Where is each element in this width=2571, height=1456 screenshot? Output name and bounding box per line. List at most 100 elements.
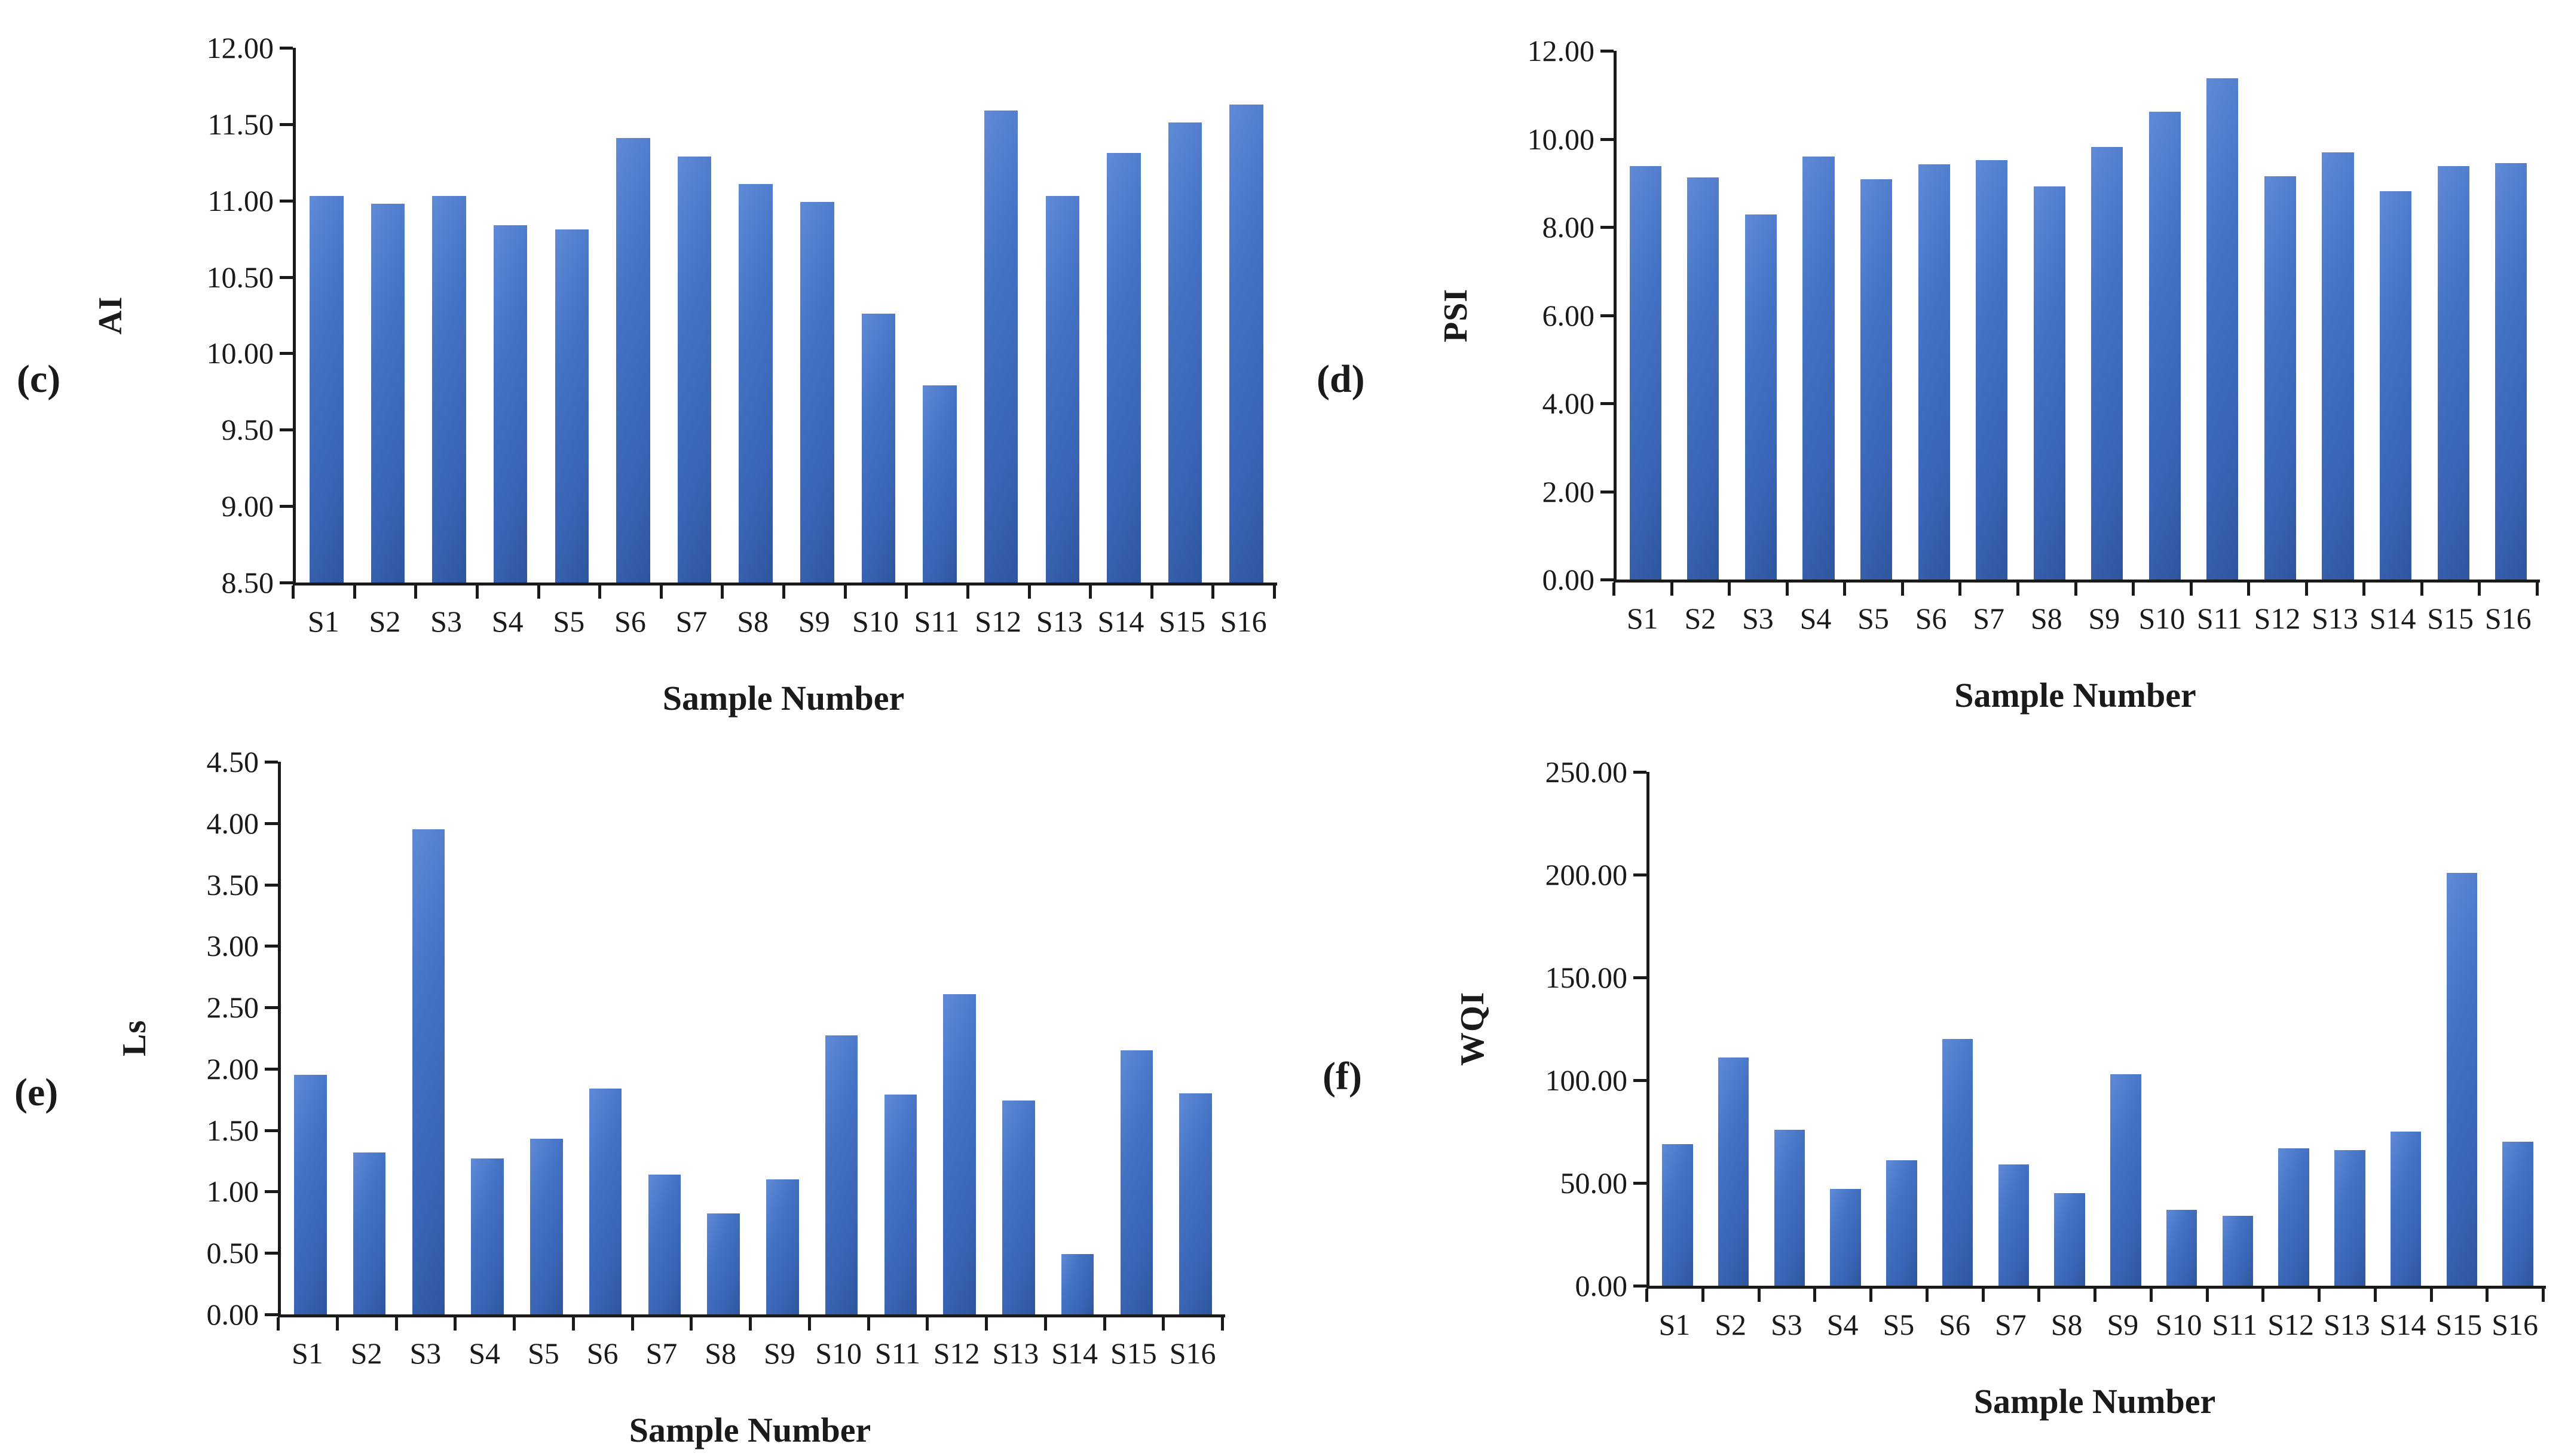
x-tick-label-S3: S3 xyxy=(430,605,462,638)
y-axis-tick xyxy=(280,352,293,355)
x-tick-label-S10: S10 xyxy=(2138,602,2186,635)
bar-S8 xyxy=(2054,1193,2085,1286)
bar-S16 xyxy=(2495,163,2527,580)
y-axis-tick xyxy=(265,945,278,948)
bar-S13 xyxy=(1045,196,1080,583)
y-tick-label: 2.50 xyxy=(206,991,259,1025)
x-axis-title-f: Sample Number xyxy=(1973,1382,2216,1421)
x-axis-tick xyxy=(598,586,602,599)
x-axis-tick xyxy=(659,586,663,599)
x-tick-label-S16: S16 xyxy=(1220,605,1267,638)
bar-S12 xyxy=(2264,176,2297,580)
chart-panel-f-WQI: (f) WQI Sample Number 250.00 200.00 150.00… xyxy=(1286,728,2571,1456)
y-tick-label: 12.00 xyxy=(1527,34,1595,68)
x-axis-tick xyxy=(2304,583,2308,596)
x-axis-tick xyxy=(2362,583,2366,596)
x-tick-label-S12: S12 xyxy=(933,1337,980,1370)
x-tick-label-S3: S3 xyxy=(1742,602,1774,635)
y-axis-tick xyxy=(1633,1079,1646,1082)
y-tick-label: 11.50 xyxy=(207,107,274,141)
x-axis-tick xyxy=(749,1317,752,1331)
bar-S2 xyxy=(353,1152,386,1314)
bar-S14 xyxy=(2390,1132,2422,1286)
y-axis-tick xyxy=(1633,1182,1646,1185)
bar-S15 xyxy=(2437,166,2469,580)
bar-S9 xyxy=(800,202,834,583)
bar-S4 xyxy=(471,1158,504,1314)
bar-S3 xyxy=(432,196,466,583)
bar-S5 xyxy=(1886,1160,1917,1286)
x-tick-label-S13: S13 xyxy=(992,1337,1039,1370)
x-axis-tick xyxy=(966,586,969,599)
x-axis-tick xyxy=(807,1317,811,1331)
x-axis-tick xyxy=(571,1317,575,1331)
panel-label-e: (e) xyxy=(14,1071,59,1114)
x-axis-tick xyxy=(1701,1289,1704,1302)
x-tick-label-S10: S10 xyxy=(2155,1308,2202,1341)
y-tick-label: 4.50 xyxy=(206,745,259,778)
y-tick-label: 12.00 xyxy=(206,31,274,65)
x-tick-label-S9: S9 xyxy=(2088,602,2120,635)
bar-S2 xyxy=(1687,177,1719,580)
bar-S7 xyxy=(1976,160,2008,580)
y-tick-label: 2.00 xyxy=(1542,474,1595,508)
x-axis-tick xyxy=(630,1317,634,1331)
x-axis-tick xyxy=(2261,1289,2265,1302)
x-tick-label-S15: S15 xyxy=(2435,1308,2483,1341)
y-axis-tick xyxy=(265,1067,278,1071)
x-tick-label-S5: S5 xyxy=(1883,1308,1915,1341)
bar-S2 xyxy=(371,203,405,583)
bar-S3 xyxy=(1744,214,1777,580)
y-axis-title-WQI: WQI xyxy=(1454,991,1491,1066)
x-tick-label-S6: S6 xyxy=(1939,1308,1971,1341)
x-axis-tick xyxy=(985,1317,988,1331)
x-axis-tick xyxy=(277,1317,280,1331)
x-tick-label-S4: S4 xyxy=(491,605,524,638)
x-axis-tick xyxy=(690,1317,693,1331)
x-tick-label-S3: S3 xyxy=(409,1337,442,1370)
x-tick-label-S5: S5 xyxy=(553,605,585,638)
y-tick-label: 100.00 xyxy=(1545,1063,1628,1097)
x-tick-label-S7: S7 xyxy=(1973,602,2005,635)
bar-S4 xyxy=(1830,1189,1861,1286)
x-tick-label-S15: S15 xyxy=(1110,1337,1157,1370)
x-axis-tick xyxy=(1273,586,1276,599)
bar-S6 xyxy=(1918,164,1950,580)
y-tick-label: 150.00 xyxy=(1545,961,1628,994)
bar-S16 xyxy=(1179,1093,1212,1314)
x-axis-tick xyxy=(2037,1289,2041,1302)
x-tick-label-S11: S11 xyxy=(2196,602,2242,635)
bar-S6 xyxy=(1942,1039,1973,1286)
x-axis-tick xyxy=(721,586,724,599)
x-tick-label-S12: S12 xyxy=(2254,602,2301,635)
bar-S9 xyxy=(2091,146,2123,580)
y-axis-tick xyxy=(280,428,293,432)
y-axis-tick xyxy=(265,883,278,887)
x-tick-label-S10: S10 xyxy=(852,605,899,638)
y-tick-label: 3.00 xyxy=(206,929,259,963)
x-axis-tick xyxy=(353,586,356,599)
x-tick-label-S12: S12 xyxy=(975,605,1022,638)
bar-S12 xyxy=(943,994,976,1314)
x-axis-tick xyxy=(2478,583,2481,596)
chart-panel-d-PSI: (d) PSI Sample Number 12.00 10.00 8.00 6.00… xyxy=(1286,0,2571,728)
bar-S9 xyxy=(2110,1074,2141,1286)
y-tick-label: 6.00 xyxy=(1542,298,1595,332)
y-axis-tick xyxy=(1600,314,1614,317)
bar-S14 xyxy=(2380,191,2412,580)
x-tick-label-S8: S8 xyxy=(737,605,769,638)
bar-S10 xyxy=(861,313,896,583)
y-axis-tick xyxy=(1600,50,1614,53)
y-axis-tick xyxy=(265,1006,278,1010)
y-tick-label: 0.00 xyxy=(1542,563,1595,596)
x-axis-tick xyxy=(843,586,847,599)
y-axis-title-Ls: Ls xyxy=(116,1019,153,1057)
x-axis-tick xyxy=(2542,1289,2545,1302)
bar-S16 xyxy=(2502,1142,2533,1286)
x-axis-tick xyxy=(2205,1289,2209,1302)
bar-S11 xyxy=(2206,78,2239,580)
x-axis-tick xyxy=(1211,586,1215,599)
x-axis-tick xyxy=(1027,586,1031,599)
bar-S8 xyxy=(739,183,773,583)
panel-label-f: (f) xyxy=(1323,1055,1362,1098)
